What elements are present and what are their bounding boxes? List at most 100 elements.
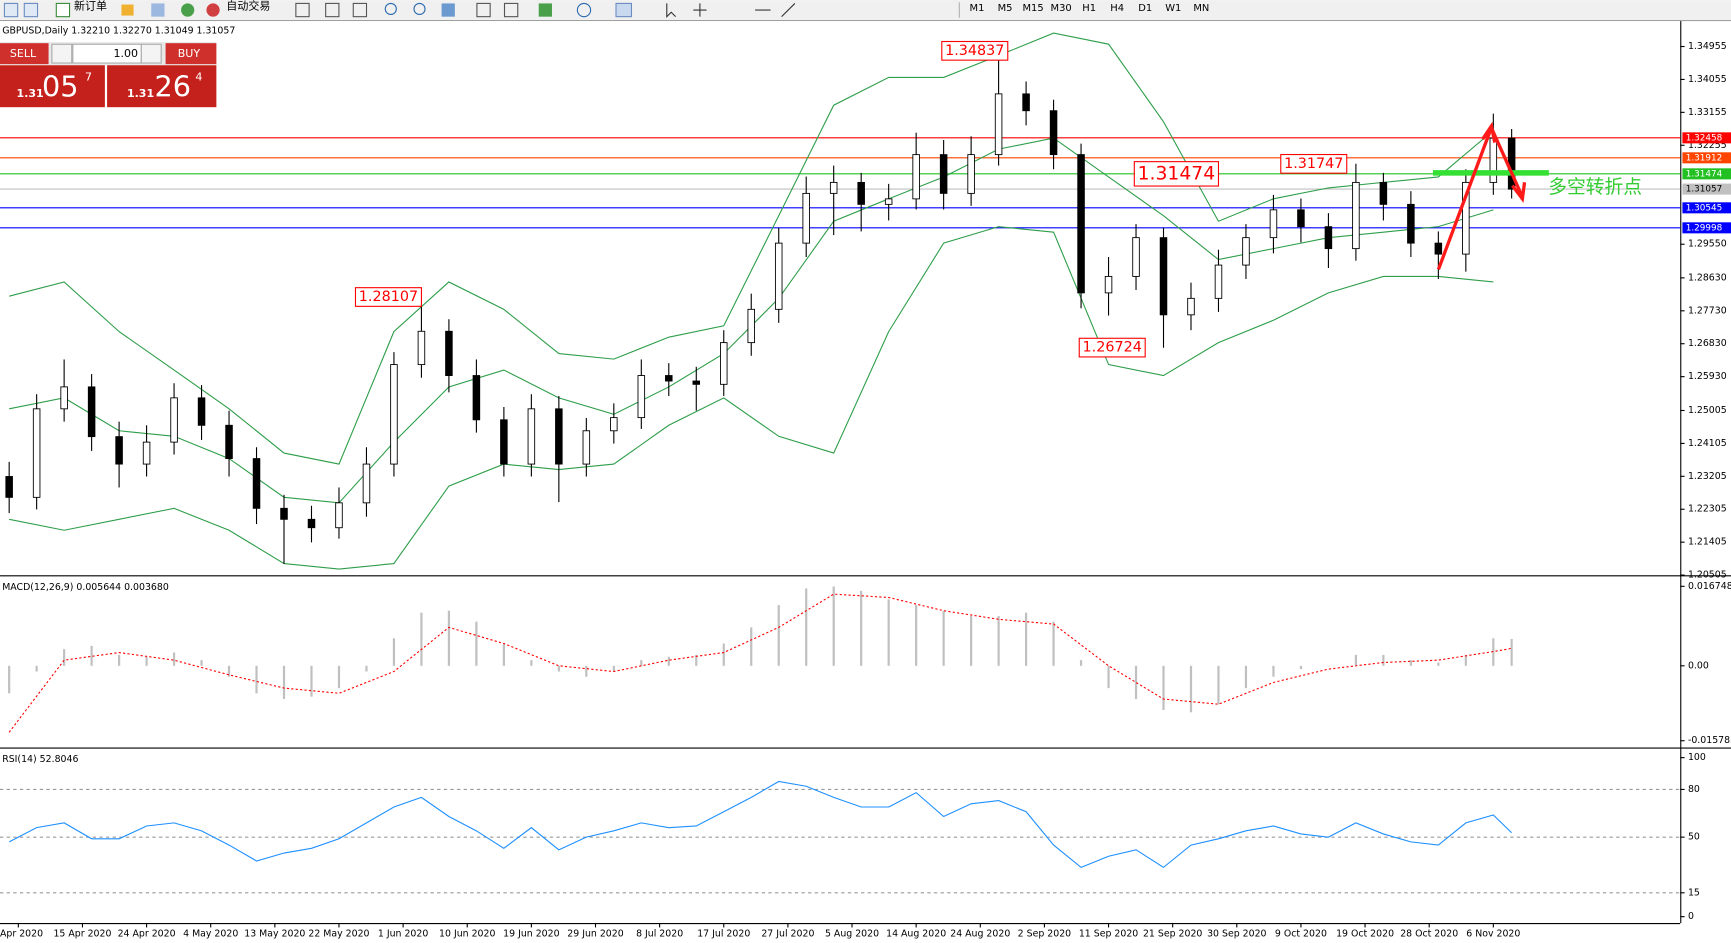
icon[interactable]: [151, 3, 165, 17]
annotation-box: [1280, 153, 1348, 174]
candle-body: [197, 397, 206, 426]
icon[interactable]: [121, 4, 134, 16]
macd-bar: [640, 660, 643, 666]
timeframe-button[interactable]: MN: [1193, 3, 1209, 14]
macd-bar: [1437, 662, 1440, 666]
candle-body: [857, 181, 865, 205]
buy-price-box[interactable]: [107, 65, 217, 108]
toolbar-icons: [3, 2, 960, 19]
macd-bar: [805, 588, 808, 666]
buy-button[interactable]: [165, 43, 217, 65]
candle-body: [1214, 264, 1223, 299]
macd-bar: [1189, 665, 1193, 713]
icon[interactable]: [476, 2, 491, 18]
candle-body: [170, 397, 178, 443]
candle-body: [500, 419, 508, 465]
macd-bar: [1217, 665, 1220, 705]
lot-down[interactable]: [51, 43, 73, 64]
icon[interactable]: [206, 3, 220, 17]
macd-bar: [1299, 665, 1303, 670]
toolbar-button[interactable]: 自动交易: [226, 0, 270, 13]
macd-bar: [90, 645, 93, 666]
icon[interactable]: [325, 2, 340, 18]
icon[interactable]: [181, 3, 195, 17]
candle-body: [1462, 181, 1470, 255]
y-tick-label: 1.23205: [1688, 471, 1727, 482]
lot-value[interactable]: 1.00: [113, 47, 138, 60]
timeframe-button[interactable]: M5: [998, 3, 1013, 14]
candle-body: [1489, 137, 1498, 183]
icon[interactable]: [441, 3, 455, 17]
candle-body: [582, 430, 591, 465]
buy-price-prefix: 1.31: [127, 87, 154, 100]
timeframe-bar: M1 M5 M15 M30 H1 H4 D1 W1 MN: [970, 3, 1210, 14]
icon[interactable]: [3, 2, 19, 18]
price-level-label: 1.32458: [1686, 133, 1723, 143]
lot-up[interactable]: [140, 43, 162, 64]
timeframe-button[interactable]: W1: [1165, 3, 1181, 14]
x-tick-label: 17 Jul 2020: [697, 929, 750, 940]
x-tick-label: 1 Jun 2020: [378, 929, 428, 940]
candle-body: [1132, 237, 1140, 277]
annotation-box: [1078, 337, 1146, 358]
panel-title: RSI(14) 52.8046: [2, 754, 78, 765]
toolbar-button[interactable]: 新订单: [74, 0, 107, 13]
icon[interactable]: [295, 2, 310, 18]
band-upper: [9, 32, 1494, 465]
candle-body: [225, 424, 233, 460]
icon[interactable]: [666, 3, 677, 19]
macd-bar: [1134, 665, 1138, 700]
icon[interactable]: [538, 3, 552, 17]
arrow-down: [1491, 129, 1523, 196]
icon[interactable]: [352, 2, 368, 18]
one-click-trading: SELL 1.00 BUY 1.31 05 7 1.31 26 4: [0, 42, 217, 108]
icon[interactable]: [781, 3, 796, 18]
timeframe-button[interactable]: H1: [1082, 3, 1096, 14]
timeframe-button[interactable]: M15: [1022, 3, 1043, 14]
sell-label[interactable]: SELL: [10, 47, 37, 60]
macd-bar: [502, 643, 505, 666]
candle-body: [280, 507, 288, 520]
macd-bar: [1107, 665, 1110, 689]
icon[interactable]: [693, 3, 707, 17]
timeframe-button[interactable]: M1: [970, 3, 985, 14]
sell-price-box[interactable]: [0, 65, 105, 108]
x-tick-label: 10 Jun 2020: [439, 929, 495, 940]
macd-bar: [1409, 660, 1412, 666]
macd-bar: [832, 586, 835, 666]
icon[interactable]: [503, 2, 519, 18]
y-tick-label: 1.22305: [1688, 504, 1727, 515]
icon[interactable]: [384, 2, 397, 16]
timeframe-button[interactable]: H4: [1110, 3, 1124, 14]
candle-body: [362, 463, 371, 504]
x-tick-label: 8 Jul 2020: [636, 929, 683, 940]
y-tick-label: 1.34055: [1688, 74, 1727, 85]
macd-bar: [420, 612, 423, 666]
price-level-label: 1.31912: [1686, 153, 1723, 163]
macd-bar: [200, 660, 203, 666]
x-tick-label: 29 Jun 2020: [567, 929, 623, 940]
icon[interactable]: [55, 2, 71, 18]
timeframe-button[interactable]: D1: [1138, 3, 1152, 14]
macd-bar: [227, 665, 231, 677]
candle-body: [472, 375, 481, 421]
toolbar: [0, 0, 1731, 20]
x-tick-label: 24 Apr 2020: [118, 929, 176, 940]
icon[interactable]: [576, 2, 592, 18]
candle-body: [1407, 203, 1415, 244]
icon[interactable]: [413, 2, 426, 16]
macd-bar: [35, 665, 38, 672]
macd-bar: [557, 665, 560, 672]
icon[interactable]: [23, 2, 39, 18]
macd-bar: [695, 654, 698, 666]
candle-body: [610, 417, 618, 432]
candle-body: [1269, 209, 1278, 239]
sell-button[interactable]: [0, 43, 49, 65]
arrow-up: [1436, 129, 1492, 271]
icon[interactable]: [615, 2, 633, 18]
candle-body: [665, 375, 673, 382]
macd-bar: [997, 615, 1000, 666]
x-tick-label: 22 May 2020: [308, 929, 369, 940]
buy-label[interactable]: BUY: [178, 47, 201, 60]
timeframe-button[interactable]: M30: [1051, 3, 1072, 14]
